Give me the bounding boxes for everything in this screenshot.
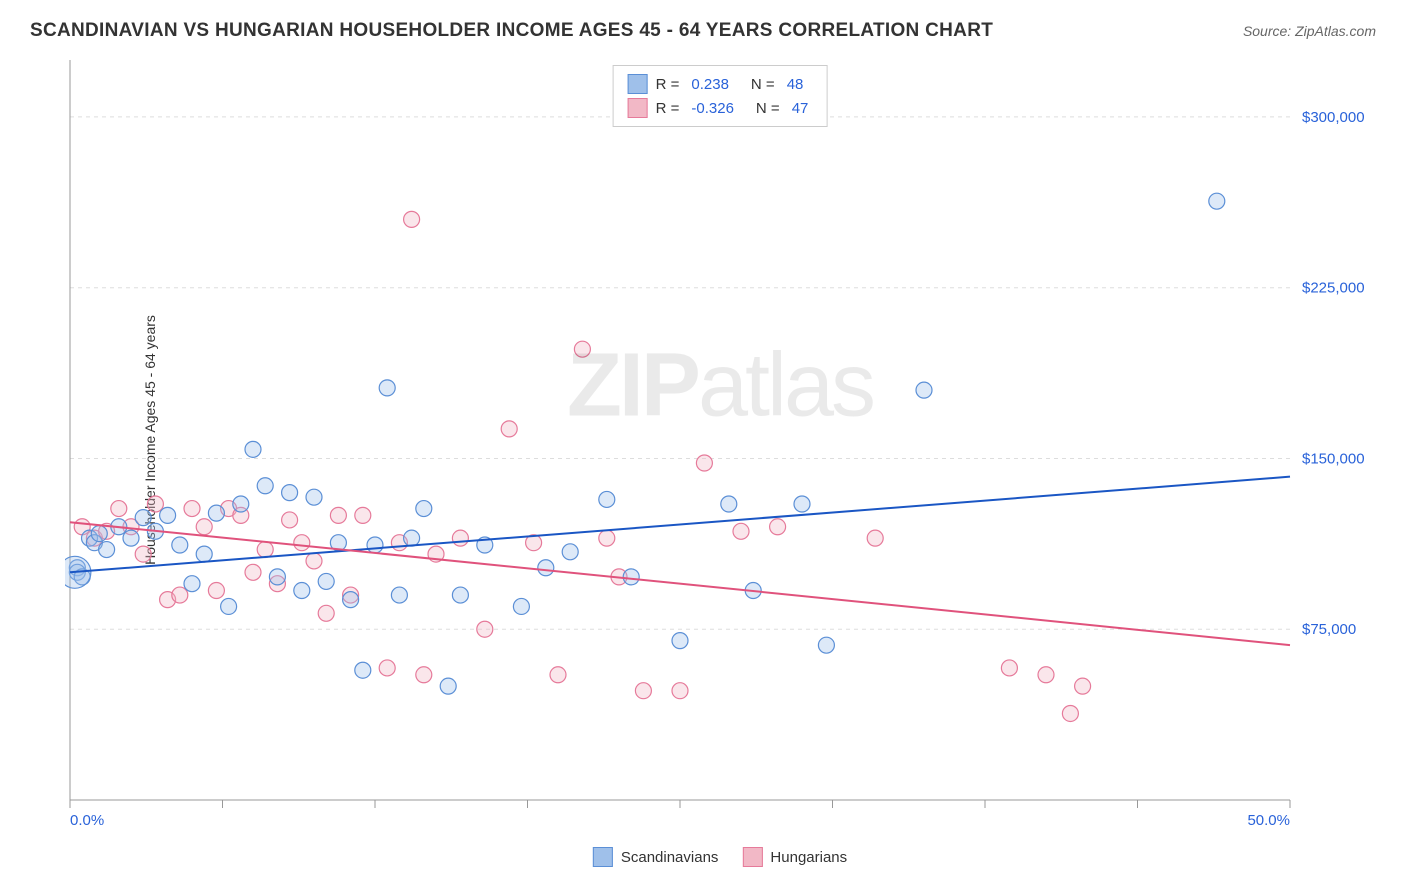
legend-stats-row-1: R = -0.326 N = 47 (628, 96, 813, 120)
swatch-hungarians (628, 98, 648, 118)
legend-item-hungarians: Hungarians (742, 847, 847, 867)
legend-item-scandinavians: Scandinavians (593, 847, 719, 867)
legend-stats-row-0: R = 0.238 N = 48 (628, 72, 813, 96)
legend-stats: R = 0.238 N = 48 R = -0.326 N = 47 (613, 65, 828, 127)
svg-text:$75,000: $75,000 (1302, 621, 1356, 638)
legend-series: Scandinavians Hungarians (593, 847, 847, 867)
svg-text:$225,000: $225,000 (1302, 280, 1365, 297)
source-label: Source: ZipAtlas.com (1243, 23, 1376, 39)
swatch-scandinavians (593, 847, 613, 867)
swatch-hungarians (742, 847, 762, 867)
svg-text:50.0%: 50.0% (1247, 812, 1290, 825)
svg-text:$300,000: $300,000 (1302, 109, 1365, 126)
scatter-plot: $75,000 $150,000 $225,000 $300,000 0.0% 50.0% (65, 55, 1375, 825)
svg-text:0.0%: 0.0% (70, 812, 104, 825)
svg-text:$150,000: $150,000 (1302, 450, 1365, 467)
chart-area: Householder Income Ages 45 - 64 years $7… (65, 55, 1375, 825)
swatch-scandinavians (628, 74, 648, 94)
chart-title: SCANDINAVIAN VS HUNGARIAN HOUSEHOLDER IN… (30, 20, 993, 42)
